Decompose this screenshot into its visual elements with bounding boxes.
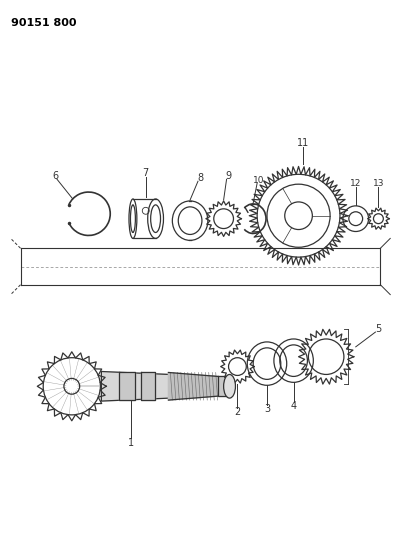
Polygon shape [168,373,218,400]
Text: 4: 4 [290,401,297,411]
Polygon shape [218,376,228,396]
Ellipse shape [224,375,236,398]
Text: 1: 1 [128,439,134,448]
Polygon shape [101,372,215,401]
Text: 3: 3 [264,404,270,414]
Text: 8: 8 [197,173,203,183]
Text: 13: 13 [373,179,384,188]
Text: 2: 2 [234,407,241,417]
Polygon shape [141,373,154,400]
Text: 9: 9 [225,171,232,181]
Text: 7: 7 [143,168,149,179]
Text: 11: 11 [297,138,310,148]
Polygon shape [119,373,135,400]
Text: 10: 10 [253,176,265,185]
Text: 12: 12 [350,179,361,188]
Text: 6: 6 [52,171,58,181]
Text: 90151 800: 90151 800 [11,18,76,28]
Text: 5: 5 [375,324,381,334]
